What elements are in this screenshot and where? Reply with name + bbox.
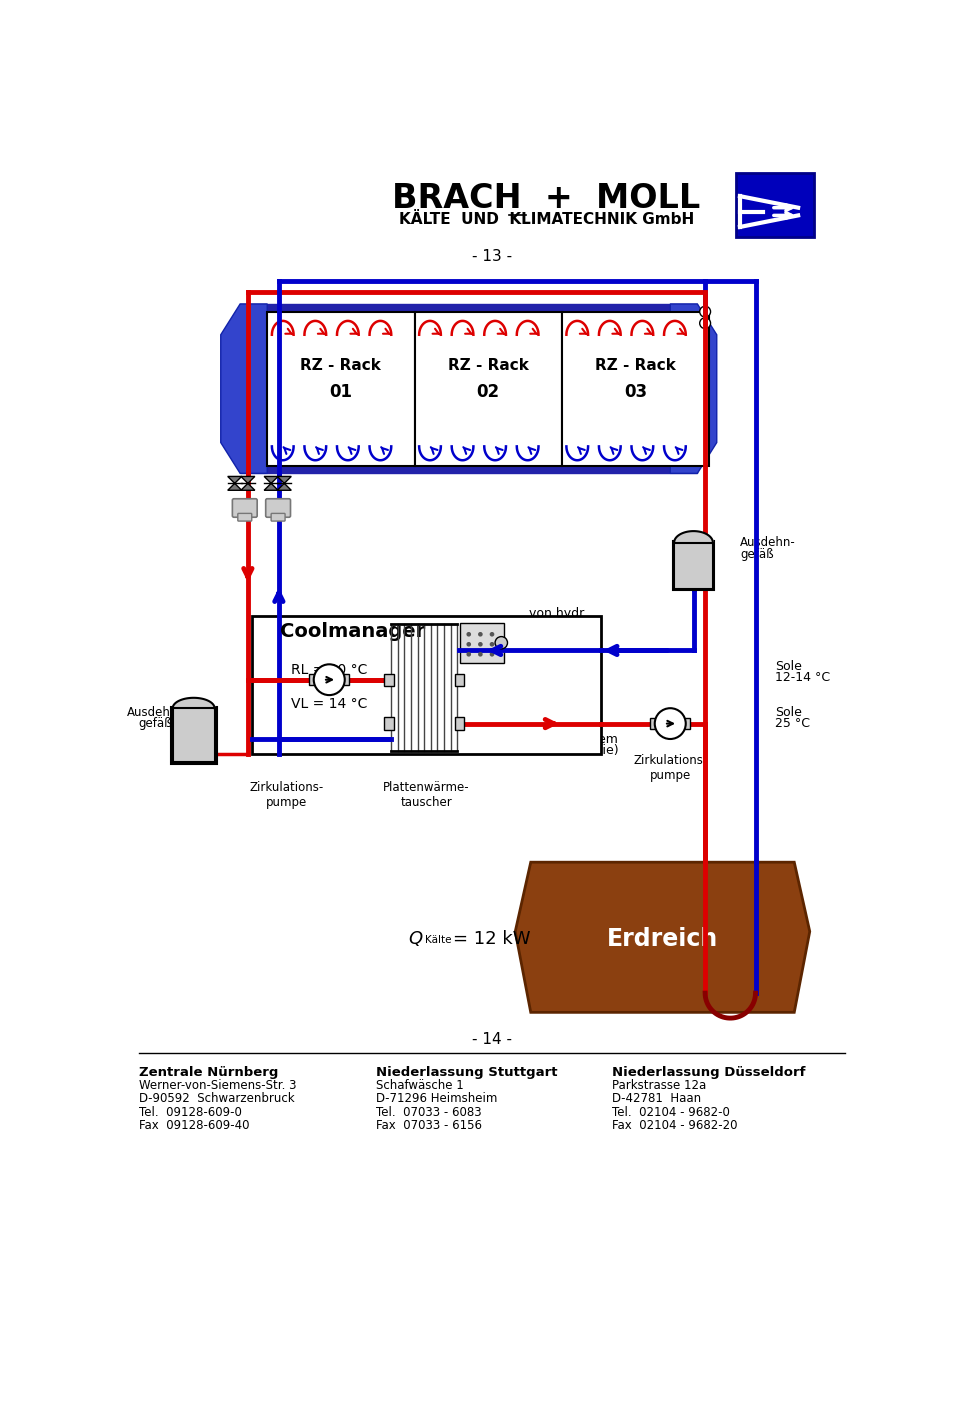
Text: RZ - Rack: RZ - Rack	[447, 358, 529, 374]
Text: 12-14 °C: 12-14 °C	[775, 671, 830, 684]
Text: von hydr.: von hydr.	[529, 608, 587, 620]
Circle shape	[495, 636, 508, 649]
Circle shape	[700, 306, 710, 317]
Text: Tel.  09128-609-0: Tel. 09128-609-0	[139, 1105, 242, 1118]
Text: VL = 14 °C: VL = 14 °C	[291, 698, 368, 712]
Text: Parkstrasse 12a: Parkstrasse 12a	[612, 1079, 707, 1093]
Circle shape	[490, 642, 494, 647]
Text: Plattenwärme-
tauscher: Plattenwärme- tauscher	[383, 781, 469, 809]
Polygon shape	[264, 477, 278, 491]
FancyBboxPatch shape	[267, 312, 415, 465]
Polygon shape	[670, 305, 717, 474]
Text: D-42781  Haan: D-42781 Haan	[612, 1093, 701, 1105]
Text: RZ - Rack: RZ - Rack	[300, 358, 381, 374]
FancyBboxPatch shape	[684, 718, 690, 729]
FancyBboxPatch shape	[736, 173, 814, 237]
FancyBboxPatch shape	[309, 674, 315, 685]
Polygon shape	[516, 862, 809, 1012]
Circle shape	[478, 651, 483, 657]
Circle shape	[314, 664, 345, 695]
Text: Fax  07033 - 6156: Fax 07033 - 6156	[375, 1118, 482, 1132]
Text: (Geothermie): (Geothermie)	[516, 630, 600, 643]
Text: Sole: Sole	[775, 660, 802, 673]
Text: Schafwäsche 1: Schafwäsche 1	[375, 1079, 464, 1093]
Polygon shape	[240, 305, 697, 474]
Text: 02: 02	[476, 384, 500, 402]
FancyBboxPatch shape	[238, 513, 252, 522]
Text: Tel.  07033 - 6083: Tel. 07033 - 6083	[375, 1105, 481, 1118]
Polygon shape	[241, 477, 254, 491]
FancyBboxPatch shape	[271, 513, 285, 522]
Text: 03: 03	[624, 384, 647, 402]
Text: = 12 kW: = 12 kW	[453, 931, 531, 948]
Text: Sole: Sole	[775, 706, 802, 719]
Text: Tel.  02104 - 9682-0: Tel. 02104 - 9682-0	[612, 1105, 730, 1118]
FancyBboxPatch shape	[455, 674, 464, 685]
FancyBboxPatch shape	[232, 499, 257, 517]
Circle shape	[467, 642, 471, 647]
Text: - 14 -: - 14 -	[472, 1032, 512, 1046]
Circle shape	[490, 632, 494, 636]
Polygon shape	[228, 477, 242, 491]
Text: zu: zu	[570, 722, 585, 735]
Text: Fax  09128-609-40: Fax 09128-609-40	[139, 1118, 250, 1132]
Circle shape	[490, 651, 494, 657]
Text: Fax  02104 - 9682-20: Fax 02104 - 9682-20	[612, 1118, 737, 1132]
Circle shape	[467, 632, 471, 636]
Text: 01: 01	[329, 384, 352, 402]
Text: Werner-von-Siemens-Str. 3: Werner-von-Siemens-Str. 3	[139, 1079, 297, 1093]
Text: hydr. System: hydr. System	[537, 733, 618, 746]
Text: Ausdehn-: Ausdehn-	[740, 536, 796, 550]
Text: Erdreich: Erdreich	[607, 928, 718, 952]
Polygon shape	[277, 477, 291, 491]
Circle shape	[478, 642, 483, 647]
FancyBboxPatch shape	[460, 623, 504, 663]
Circle shape	[655, 708, 685, 739]
FancyBboxPatch shape	[384, 718, 394, 730]
Text: Niederlassung Düsseldorf: Niederlassung Düsseldorf	[612, 1066, 805, 1079]
Text: D-90592  Schwarzenbruck: D-90592 Schwarzenbruck	[139, 1093, 295, 1105]
Text: Zirkulations-
pumpe: Zirkulations- pumpe	[634, 754, 708, 783]
FancyBboxPatch shape	[266, 499, 291, 517]
FancyBboxPatch shape	[344, 674, 349, 685]
Polygon shape	[221, 305, 267, 474]
Circle shape	[700, 317, 710, 329]
Text: gefäß: gefäß	[138, 718, 172, 730]
FancyBboxPatch shape	[562, 312, 709, 465]
Text: BRACH  +  MOLL: BRACH + MOLL	[392, 182, 701, 214]
Text: Q: Q	[408, 931, 422, 948]
FancyBboxPatch shape	[384, 674, 394, 685]
Circle shape	[478, 632, 483, 636]
Text: 25 °C: 25 °C	[775, 718, 810, 730]
Text: Zirkulations-
pumpe: Zirkulations- pumpe	[250, 781, 324, 809]
FancyBboxPatch shape	[650, 718, 657, 729]
Text: RZ - Rack: RZ - Rack	[595, 358, 676, 374]
FancyBboxPatch shape	[455, 718, 464, 730]
Text: System: System	[535, 619, 581, 632]
Text: - 13 -: - 13 -	[472, 248, 512, 264]
FancyBboxPatch shape	[673, 541, 714, 591]
Text: Zentrale Nürnberg: Zentrale Nürnberg	[139, 1066, 278, 1079]
Text: Kälte: Kälte	[424, 935, 451, 945]
Text: Coolmanager: Coolmanager	[280, 622, 425, 640]
FancyBboxPatch shape	[171, 706, 217, 764]
FancyBboxPatch shape	[415, 312, 562, 465]
Text: (Geothermie): (Geothermie)	[536, 744, 619, 757]
Text: D-71296 Heimsheim: D-71296 Heimsheim	[375, 1093, 497, 1105]
Text: RL = 20 °C: RL = 20 °C	[291, 663, 368, 677]
FancyBboxPatch shape	[252, 616, 601, 754]
Circle shape	[467, 651, 471, 657]
Text: KÄLTE  UND  KLIMATECHNIK GmbH: KÄLTE UND KLIMATECHNIK GmbH	[398, 212, 694, 227]
Text: Niederlassung Stuttgart: Niederlassung Stuttgart	[375, 1066, 557, 1079]
Text: gefäß: gefäß	[740, 548, 774, 561]
Text: Ausdehn-: Ausdehn-	[127, 706, 182, 719]
